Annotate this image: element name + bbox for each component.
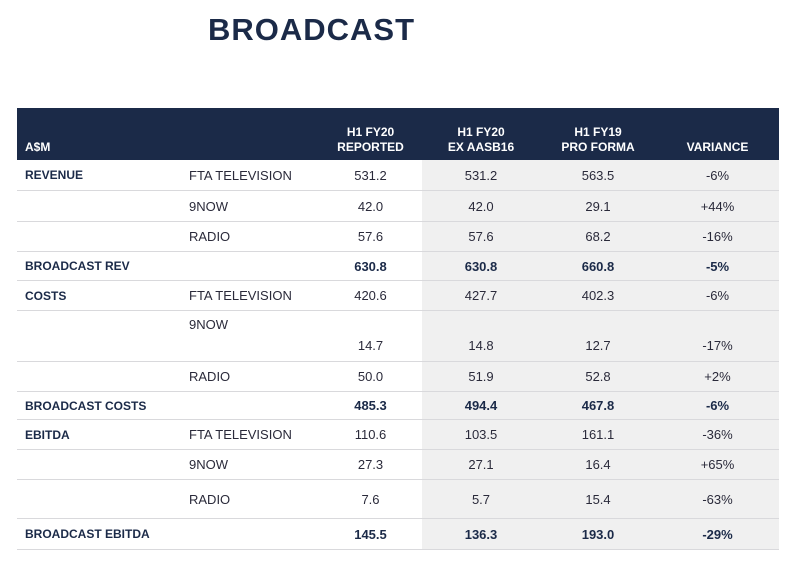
cell-pro-forma: 12.7 — [540, 310, 656, 362]
cell-ex-aasb16: 14.8 — [422, 310, 540, 362]
row-section: COSTS — [17, 280, 165, 311]
cell-variance: -16% — [656, 221, 779, 252]
row-item: FTA TELEVISION — [165, 280, 319, 311]
cell-ex-aasb16: 27.1 — [422, 449, 540, 480]
cell-variance: -6% — [656, 280, 779, 311]
cell-pro-forma: 161.1 — [540, 419, 656, 450]
cell-variance: -17% — [656, 310, 779, 362]
row-item — [165, 391, 319, 420]
header-line: H1 FY19 — [574, 125, 622, 139]
cell-ex-aasb16: 494.4 — [422, 391, 540, 420]
row-section — [17, 361, 165, 392]
cell-ex-aasb16: 427.7 — [422, 280, 540, 311]
cell-reported: 630.8 — [319, 251, 422, 281]
header-h1fy19-pro-forma: H1 FY19 PRO FORMA — [540, 108, 656, 160]
header-line: H1 FY20 — [346, 125, 395, 139]
row-section: EBITDA — [17, 419, 165, 450]
header-line: EX AASB16 — [447, 140, 515, 154]
row-item: RADIO — [165, 221, 319, 252]
header-line: PRO FORMA — [561, 140, 635, 154]
cell-variance: +2% — [656, 361, 779, 392]
row-item: 9NOW — [165, 190, 319, 222]
row-item: FTA TELEVISION — [165, 160, 319, 191]
cell-reported: 420.6 — [319, 280, 422, 311]
table-row: 9NOW 27.3 27.1 16.4 +65% — [17, 449, 779, 480]
cell-pro-forma: 29.1 — [540, 190, 656, 222]
row-section — [17, 310, 165, 362]
cell-variance: +65% — [656, 449, 779, 480]
row-section — [17, 190, 165, 222]
cell-variance: -36% — [656, 419, 779, 450]
row-item — [165, 251, 319, 281]
row-item: RADIO — [165, 479, 319, 519]
cell-ex-aasb16: 103.5 — [422, 419, 540, 450]
cell-ex-aasb16: 531.2 — [422, 160, 540, 191]
cell-variance: -29% — [656, 518, 779, 550]
cell-variance: +44% — [656, 190, 779, 222]
row-section — [17, 449, 165, 480]
row-section: REVENUE — [17, 160, 165, 191]
cell-reported: 485.3 — [319, 391, 422, 420]
cell-pro-forma: 68.2 — [540, 221, 656, 252]
row-item — [165, 518, 319, 550]
row-section — [17, 479, 165, 519]
cell-variance: -63% — [656, 479, 779, 519]
table-row: RADIO 57.6 57.6 68.2 -16% — [17, 221, 779, 252]
cell-reported: 50.0 — [319, 361, 422, 392]
cell-reported: 27.3 — [319, 449, 422, 480]
cell-reported: 145.5 — [319, 518, 422, 550]
table-row: 9NOW 14.7 14.8 12.7 -17% — [17, 310, 779, 362]
cell-pro-forma: 16.4 — [540, 449, 656, 480]
table-row: 9NOW 42.0 42.0 29.1 +44% — [17, 190, 779, 222]
table-row-total: BROADCAST COSTS 485.3 494.4 467.8 -6% — [17, 391, 779, 420]
table-row: RADIO 50.0 51.9 52.8 +2% — [17, 361, 779, 392]
cell-pro-forma: 52.8 — [540, 361, 656, 392]
cell-reported: 531.2 — [319, 160, 422, 191]
cell-ex-aasb16: 57.6 — [422, 221, 540, 252]
cell-reported: 7.6 — [319, 479, 422, 519]
header-row: A$M H1 FY20 REPORTED H1 FY20 EX AASB16 H… — [17, 108, 779, 160]
cell-pro-forma: 193.0 — [540, 518, 656, 550]
row-item: RADIO — [165, 361, 319, 392]
cell-variance: -5% — [656, 251, 779, 281]
row-item: FTA TELEVISION — [165, 419, 319, 450]
cell-ex-aasb16: 630.8 — [422, 251, 540, 281]
header-currency: A$M — [17, 108, 319, 160]
row-section: BROADCAST REV — [17, 251, 165, 281]
cell-pro-forma: 402.3 — [540, 280, 656, 311]
header-h1fy20-reported: H1 FY20 REPORTED — [319, 108, 422, 160]
cell-pro-forma: 15.4 — [540, 479, 656, 519]
header-line: REPORTED — [337, 140, 404, 154]
cell-ex-aasb16: 51.9 — [422, 361, 540, 392]
table-row: COSTS FTA TELEVISION 420.6 427.7 402.3 -… — [17, 280, 779, 311]
cell-variance: -6% — [656, 160, 779, 191]
row-section: BROADCAST EBITDA — [17, 518, 165, 550]
header-line: H1 FY20 — [457, 125, 505, 139]
row-item: 9NOW — [165, 449, 319, 480]
cell-pro-forma: 660.8 — [540, 251, 656, 281]
table-row-total: BROADCAST EBITDA 145.5 136.3 193.0 -29% — [17, 518, 779, 550]
page-title: BROADCAST — [208, 12, 416, 47]
broadcast-table: A$M H1 FY20 REPORTED H1 FY20 EX AASB16 H… — [17, 108, 779, 550]
row-item: 9NOW — [165, 310, 319, 362]
cell-ex-aasb16: 5.7 — [422, 479, 540, 519]
cell-variance: -6% — [656, 391, 779, 420]
cell-ex-aasb16: 42.0 — [422, 190, 540, 222]
row-section: BROADCAST COSTS — [17, 391, 165, 420]
cell-pro-forma: 467.8 — [540, 391, 656, 420]
cell-reported: 57.6 — [319, 221, 422, 252]
header-h1fy20-ex-aasb16: H1 FY20 EX AASB16 — [422, 108, 540, 160]
table-row: RADIO 7.6 5.7 15.4 -63% — [17, 479, 779, 519]
cell-reported: 110.6 — [319, 419, 422, 450]
cell-reported: 14.7 — [319, 310, 422, 362]
table-row: EBITDA FTA TELEVISION 110.6 103.5 161.1 … — [17, 419, 779, 450]
cell-reported: 42.0 — [319, 190, 422, 222]
table-row-total: BROADCAST REV 630.8 630.8 660.8 -5% — [17, 251, 779, 281]
cell-ex-aasb16: 136.3 — [422, 518, 540, 550]
row-section — [17, 221, 165, 252]
table-row: REVENUE FTA TELEVISION 531.2 531.2 563.5… — [17, 160, 779, 191]
header-variance: VARIANCE — [656, 108, 779, 160]
cell-pro-forma: 563.5 — [540, 160, 656, 191]
